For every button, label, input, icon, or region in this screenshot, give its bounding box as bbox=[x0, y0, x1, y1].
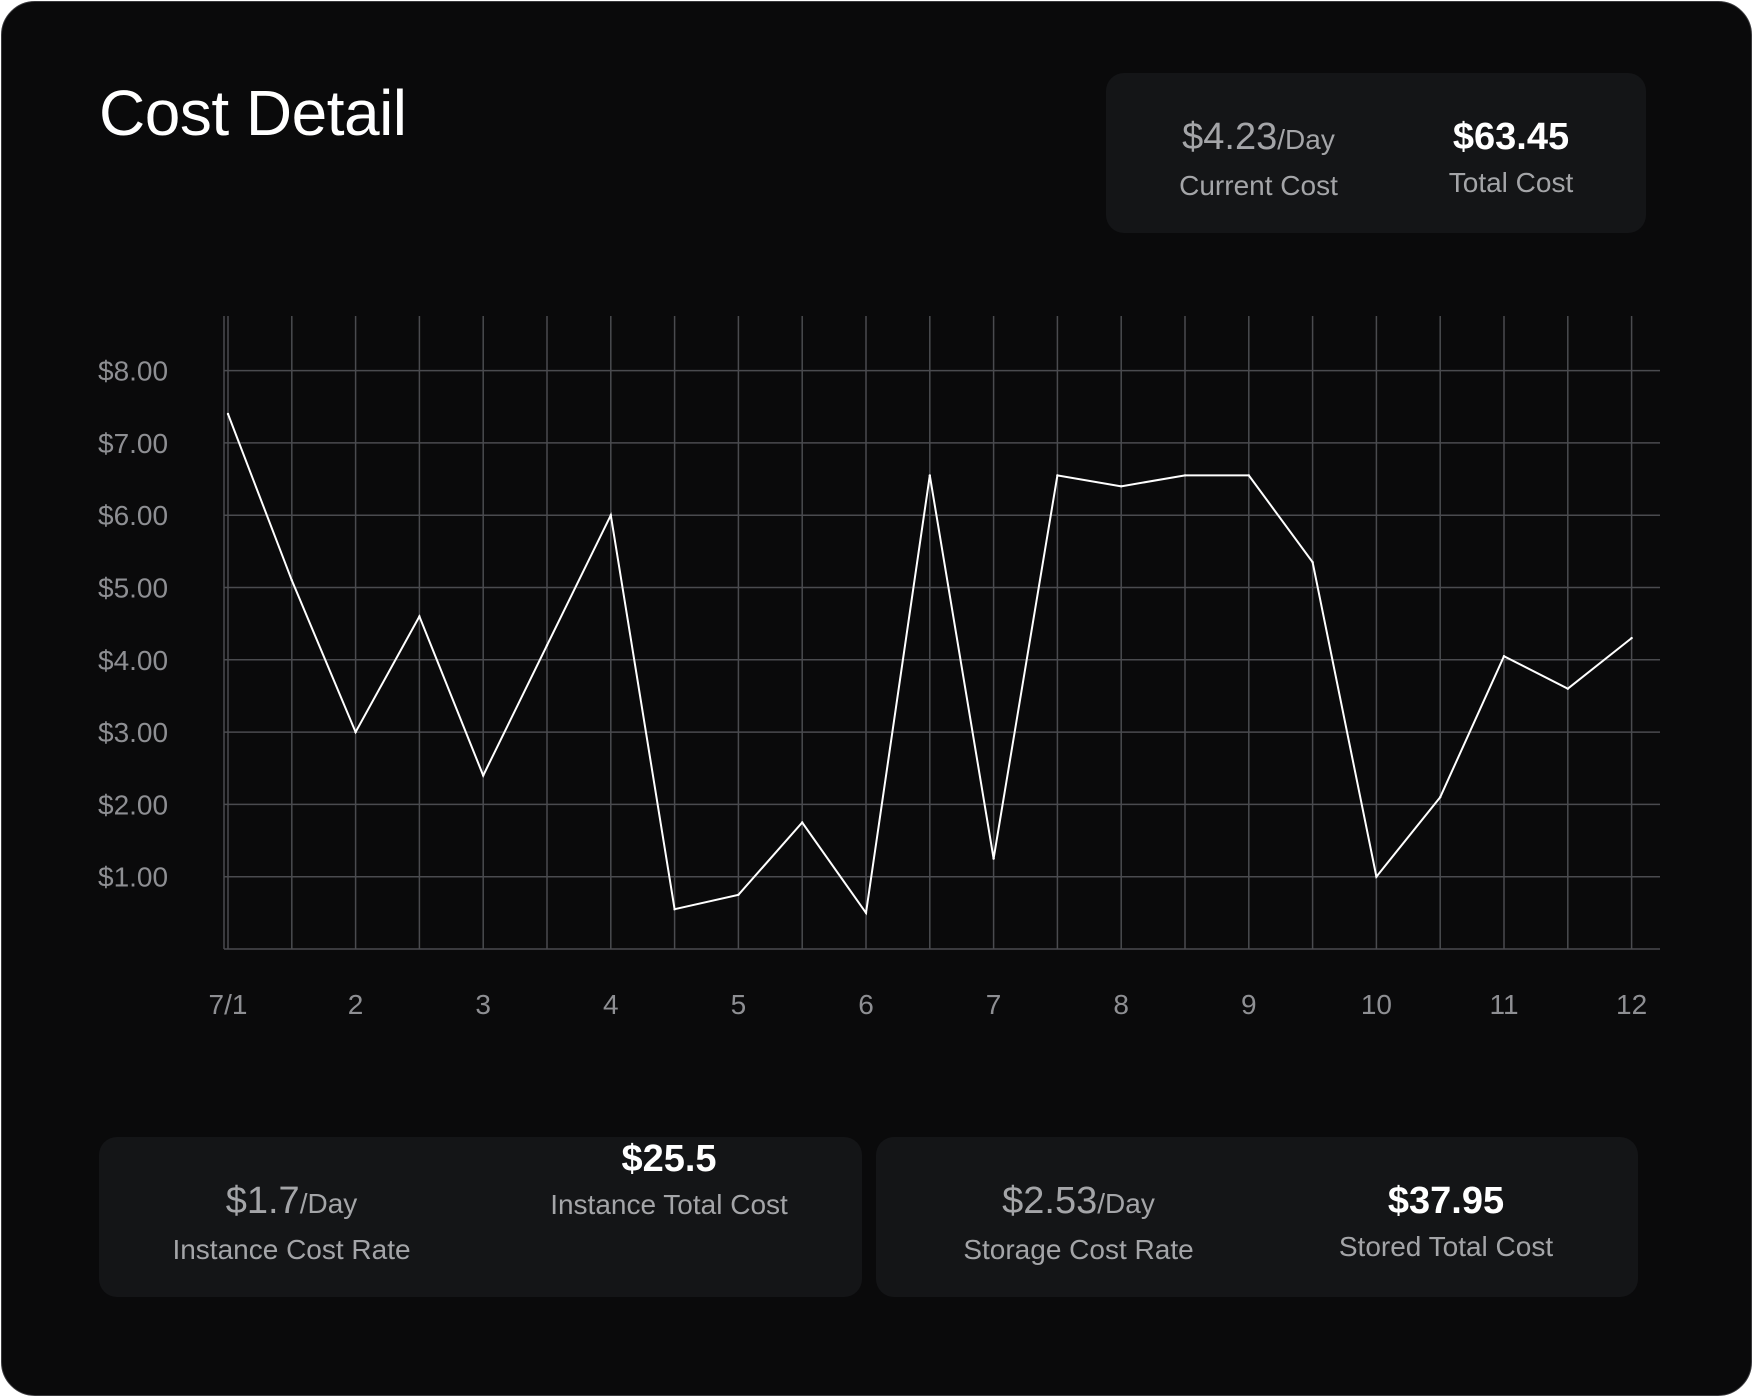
data-point bbox=[673, 908, 676, 911]
instance-rate: $1.7/Day bbox=[139, 1179, 444, 1226]
data-point bbox=[992, 857, 995, 860]
data-point bbox=[1375, 875, 1378, 878]
data-point bbox=[226, 412, 230, 416]
current-cost-stat: $4.23/Day Current Cost bbox=[1126, 115, 1391, 202]
instance-total-label: Instance Total Cost bbox=[550, 1189, 788, 1220]
storage-total-value: $37.95 bbox=[1387, 1180, 1505, 1222]
y-tick-label: $5.00 bbox=[98, 573, 168, 604]
data-point bbox=[928, 474, 931, 477]
current-cost-rate: $4.23/Day bbox=[1126, 115, 1391, 162]
total-cost-stat: $63.45 Total Cost bbox=[1396, 115, 1626, 199]
x-tick-label: 9 bbox=[1241, 989, 1257, 1020]
current-cost-value: $4.23 bbox=[1182, 116, 1278, 158]
x-tick-label: 3 bbox=[475, 989, 491, 1020]
instance-rate-value: $1.7 bbox=[225, 1180, 300, 1222]
data-point bbox=[545, 644, 549, 647]
data-point bbox=[482, 774, 485, 777]
x-tick-label: 7/1 bbox=[209, 989, 248, 1020]
x-tick-label: 8 bbox=[1113, 989, 1129, 1020]
y-tick-label: $2.00 bbox=[98, 789, 168, 820]
storage-total-label: Stored Total Cost bbox=[1338, 1231, 1554, 1262]
data-point bbox=[418, 615, 421, 618]
storage-rate-unit: /Day bbox=[1097, 1188, 1155, 1219]
summary-card: $4.23/Day Current Cost $63.45 Total Cost bbox=[1106, 73, 1646, 233]
data-point bbox=[1056, 474, 1059, 477]
x-tick-label: 10 bbox=[1361, 989, 1392, 1020]
data-point bbox=[1502, 654, 1506, 658]
storage-rate-stat: $2.53/Day Storage Cost Rate bbox=[926, 1179, 1231, 1266]
y-tick-label: $4.00 bbox=[98, 645, 168, 676]
y-tick-label: $8.00 bbox=[98, 356, 168, 387]
x-tick-label: 12 bbox=[1616, 989, 1647, 1020]
x-tick-label: 5 bbox=[731, 989, 747, 1020]
data-point bbox=[1183, 474, 1187, 477]
data-point bbox=[1311, 560, 1314, 564]
x-tick-label: 6 bbox=[858, 989, 874, 1020]
current-cost-unit: /Day bbox=[1277, 124, 1335, 155]
y-tick-label: $7.00 bbox=[98, 428, 168, 459]
data-point bbox=[864, 911, 868, 915]
total-cost-value: $63.45 bbox=[1452, 116, 1570, 158]
x-tick-label: 7 bbox=[986, 989, 1002, 1020]
instance-rate-label: Instance Cost Rate bbox=[172, 1234, 411, 1265]
instance-rate-unit: /Day bbox=[299, 1188, 358, 1219]
storage-rate-value: $2.53 bbox=[1002, 1180, 1098, 1222]
data-point bbox=[737, 893, 740, 896]
data-point bbox=[1439, 795, 1442, 799]
storage-rate-label: Storage Cost Rate bbox=[963, 1234, 1194, 1265]
storage-cost-card: $2.53/Day Storage Cost Rate $37.95 Store… bbox=[876, 1137, 1638, 1297]
storage-rate: $2.53/Day bbox=[926, 1179, 1231, 1226]
y-tick-label: $1.00 bbox=[98, 862, 168, 893]
data-point bbox=[290, 579, 293, 582]
page-title: Cost Detail bbox=[99, 77, 407, 149]
y-tick-label: $3.00 bbox=[98, 717, 168, 748]
storage-total-stat: $37.95 Stored Total Cost bbox=[1296, 1179, 1596, 1263]
instance-cost-card: $1.7/Day Instance Cost Rate $25.5 Instan… bbox=[99, 1137, 862, 1297]
data-point bbox=[1566, 687, 1570, 690]
data-point bbox=[1630, 636, 1633, 640]
data-point bbox=[1120, 485, 1123, 488]
x-tick-label: 4 bbox=[603, 989, 619, 1020]
current-cost-label: Current Cost bbox=[1179, 170, 1338, 201]
data-point bbox=[609, 514, 612, 517]
data-point bbox=[801, 821, 804, 824]
instance-total-value: $25.5 bbox=[621, 1138, 717, 1180]
x-tick-label: 2 bbox=[348, 989, 364, 1020]
data-point bbox=[1247, 474, 1251, 477]
instance-rate-stat: $1.7/Day Instance Cost Rate bbox=[139, 1179, 444, 1266]
x-tick-label: 11 bbox=[1489, 989, 1518, 1020]
y-tick-label: $6.00 bbox=[98, 500, 168, 531]
total-cost-label: Total Cost bbox=[1448, 167, 1574, 198]
instance-total-stat: $25.5 Instance Total Cost bbox=[519, 1137, 819, 1221]
data-point bbox=[354, 730, 357, 734]
